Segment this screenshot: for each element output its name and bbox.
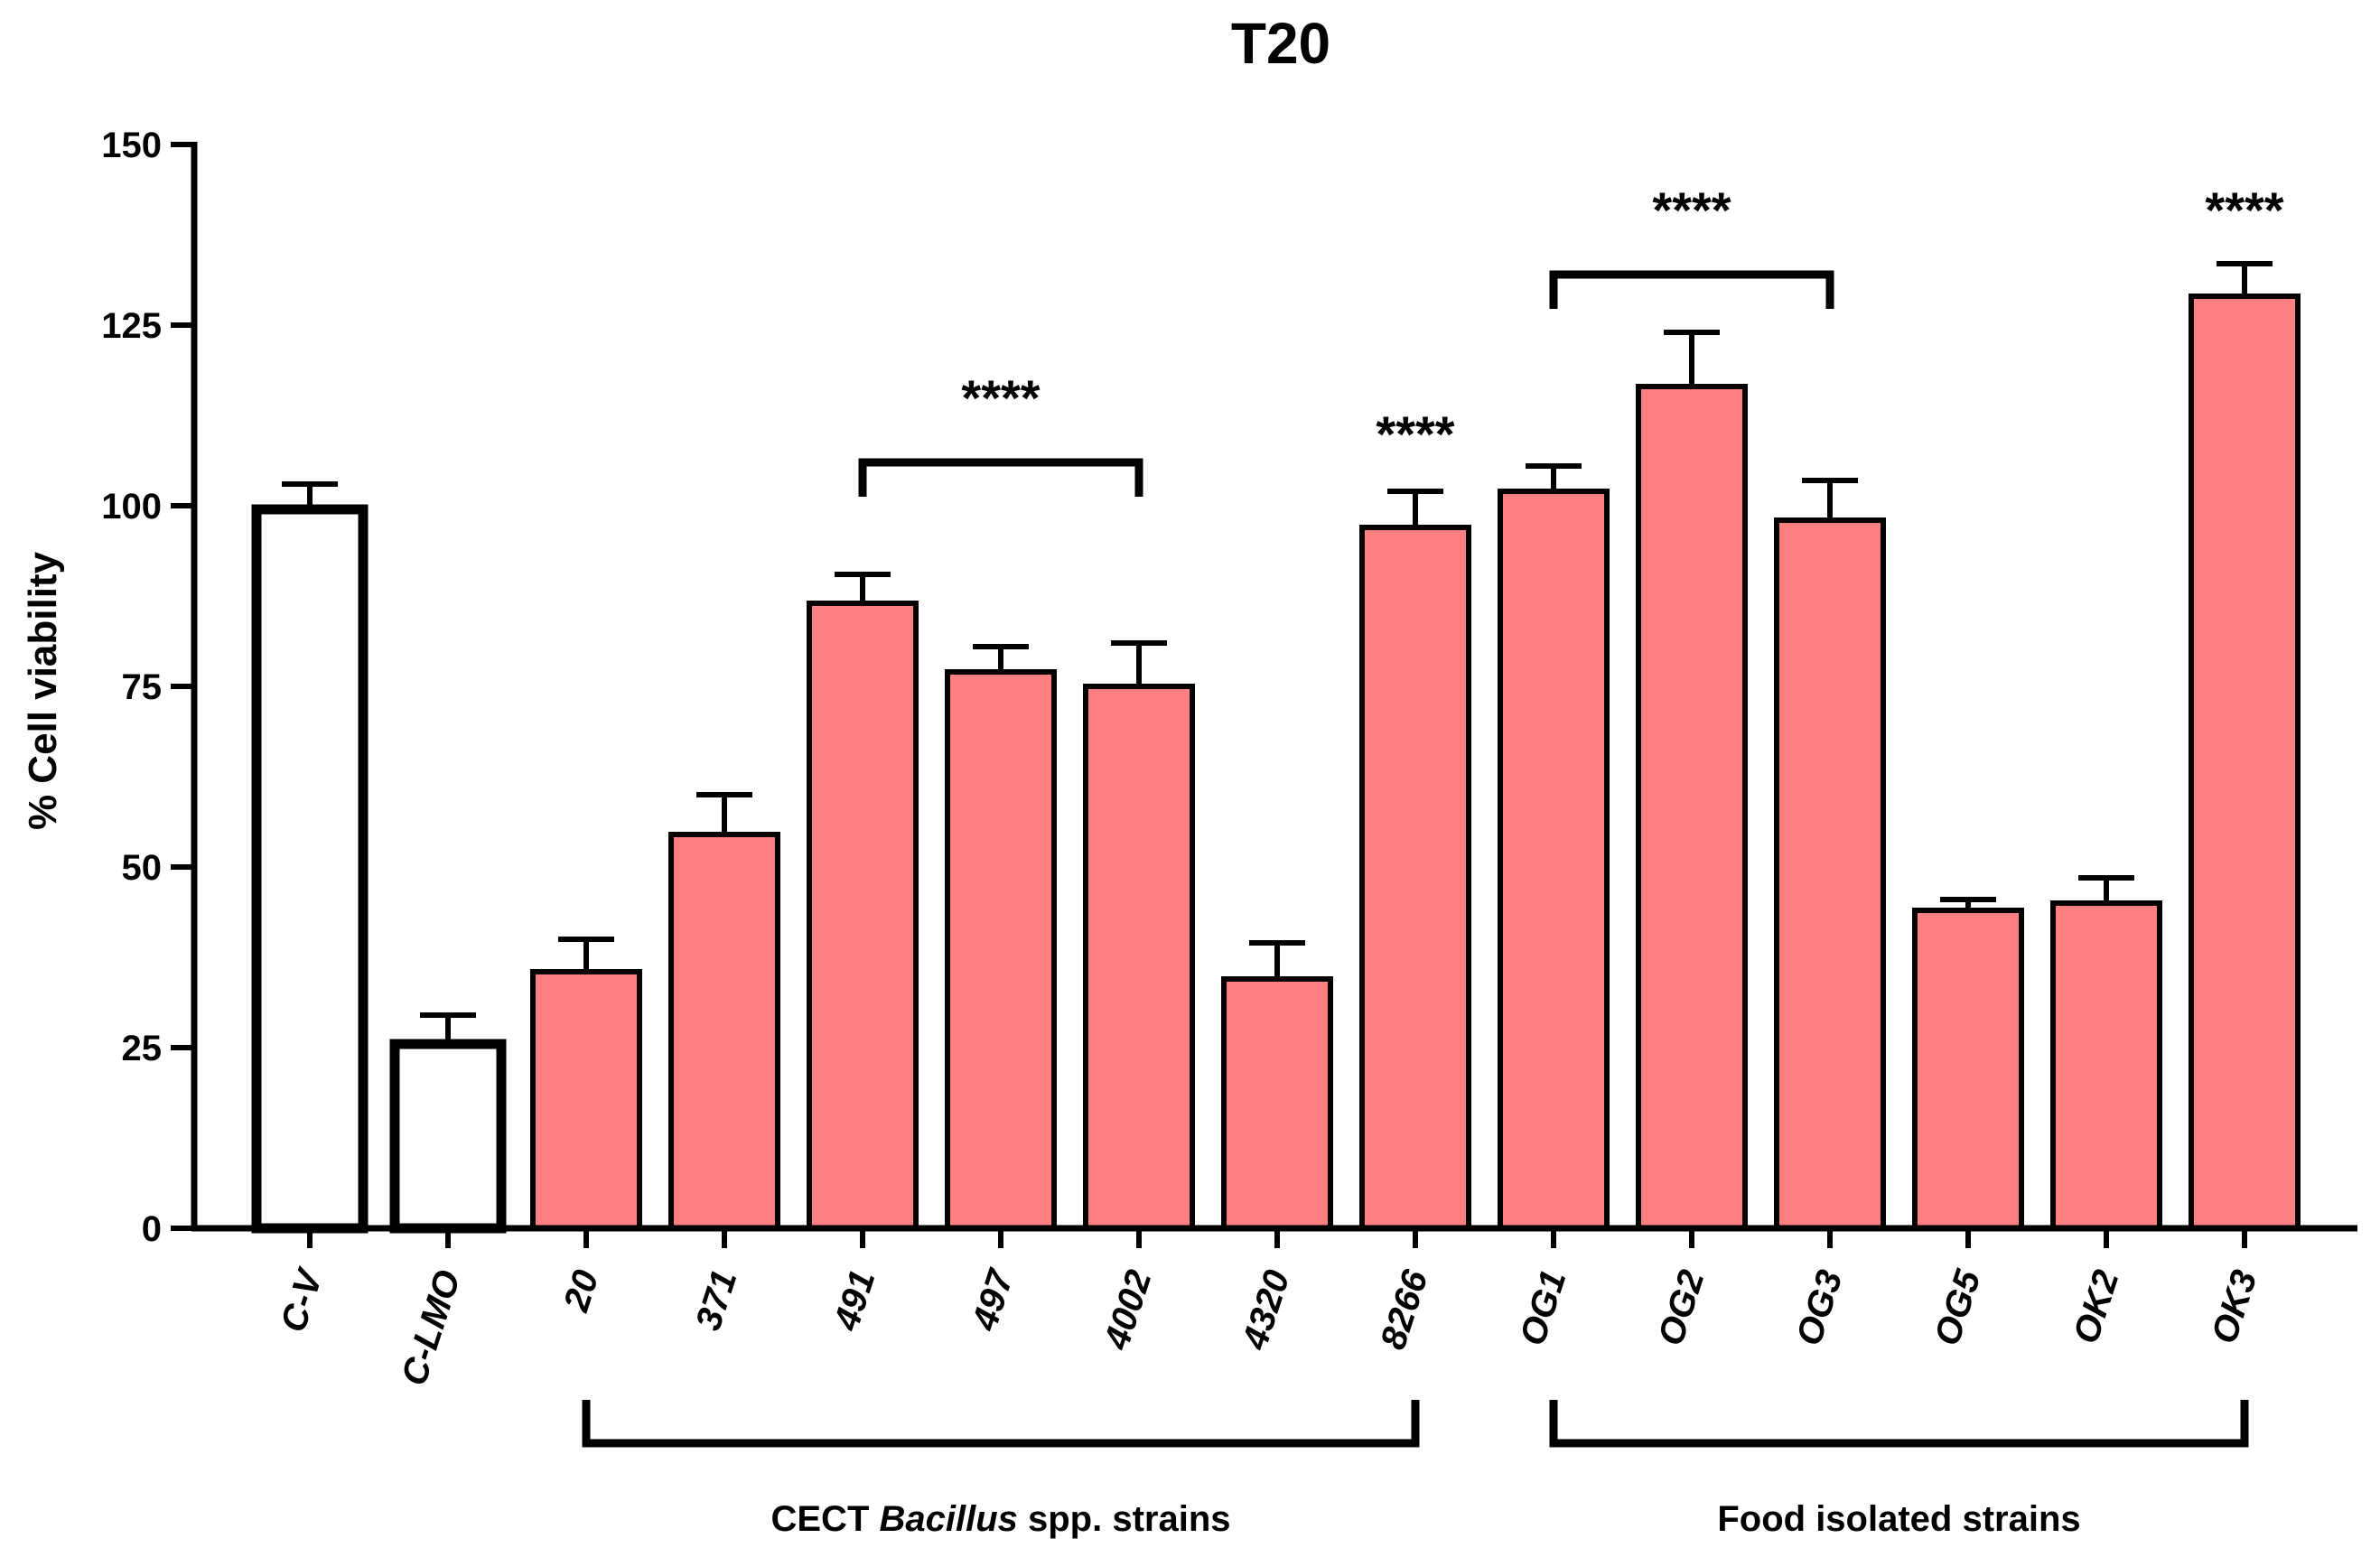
bar-20 — [530, 969, 642, 1231]
group-label-1-italic: Bacillus — [879, 1499, 1017, 1539]
x-tick-label-491: 491 — [826, 1265, 883, 1336]
bar-8266 — [1359, 525, 1471, 1231]
bar-4320 — [1221, 976, 1333, 1231]
significance-stars-3: **** — [1652, 182, 1731, 238]
x-tick-label-C-V: C-V — [273, 1263, 331, 1337]
x-tick-label-OG5: OG5 — [1927, 1264, 1989, 1350]
chart-title: T20 — [1231, 11, 1330, 76]
x-tick-label-OK2: OK2 — [2066, 1265, 2126, 1348]
x-tick-label-20: 20 — [556, 1265, 607, 1317]
bar-OK2 — [2050, 900, 2162, 1231]
bar-491 — [807, 601, 919, 1231]
plot-area: 0 25 50 75 100 125 150 C-V C-LMO 20 371 491 497 4002 4… — [101, 126, 2357, 1539]
y-tick-label-25: 25 — [122, 1029, 163, 1068]
x-tick-label-OK3: OK3 — [2204, 1265, 2264, 1348]
y-tick-label-75: 75 — [122, 667, 163, 707]
y-tick-label-50: 50 — [122, 848, 163, 888]
group-label-1-part2: spp. strains — [1018, 1499, 1231, 1539]
group-label-2-part1: Food isolated strains — [1717, 1499, 2080, 1539]
group-label-2: Food isolated strains — [1717, 1499, 2080, 1539]
bar-OG2 — [1636, 384, 1748, 1231]
x-tick-label-8266: 8266 — [1373, 1264, 1436, 1354]
bar-C-LMO — [389, 1039, 507, 1234]
bar-371 — [668, 832, 780, 1231]
x-tick-label-OG2: OG2 — [1651, 1265, 1713, 1350]
group-bracket-1 — [582, 1400, 1420, 1448]
x-tick-label-4320: 4320 — [1235, 1265, 1298, 1355]
x-tick-label-4002: 4002 — [1097, 1265, 1160, 1355]
bar-OG3 — [1774, 517, 1886, 1231]
significance-stars-4: **** — [2205, 182, 2283, 238]
y-tick-label-150: 150 — [101, 126, 162, 165]
bar-OG1 — [1498, 489, 1610, 1231]
x-tick-label-C-LMO: C-LMO — [394, 1265, 468, 1390]
group-bracket-2 — [1549, 1400, 2249, 1448]
bar-497 — [945, 669, 1057, 1231]
x-tick-label-497: 497 — [965, 1264, 1022, 1337]
y-tick-label-0: 0 — [142, 1209, 162, 1249]
x-tick-label-OG3: OG3 — [1789, 1265, 1851, 1350]
x-tick-label-371: 371 — [688, 1265, 744, 1335]
significance-bracket-1 — [858, 458, 1143, 497]
bar-OK3 — [2189, 294, 2301, 1231]
bar-C-V — [251, 504, 369, 1234]
group-label-1-part1: CECT — [770, 1499, 879, 1539]
bar-4002 — [1083, 684, 1195, 1231]
y-tick-label-125: 125 — [101, 306, 162, 346]
significance-bracket-3 — [1549, 270, 1834, 309]
y-tick-label-100: 100 — [101, 487, 162, 527]
y-axis-label: % Cell viability — [21, 551, 65, 830]
significance-stars-1: **** — [961, 369, 1040, 426]
significance-stars-2: **** — [1376, 406, 1454, 462]
group-label-1: CECT Bacillus spp. strains — [770, 1499, 1230, 1539]
bar-OG5 — [1912, 908, 2024, 1231]
x-tick-label-OG1: OG1 — [1513, 1265, 1574, 1350]
